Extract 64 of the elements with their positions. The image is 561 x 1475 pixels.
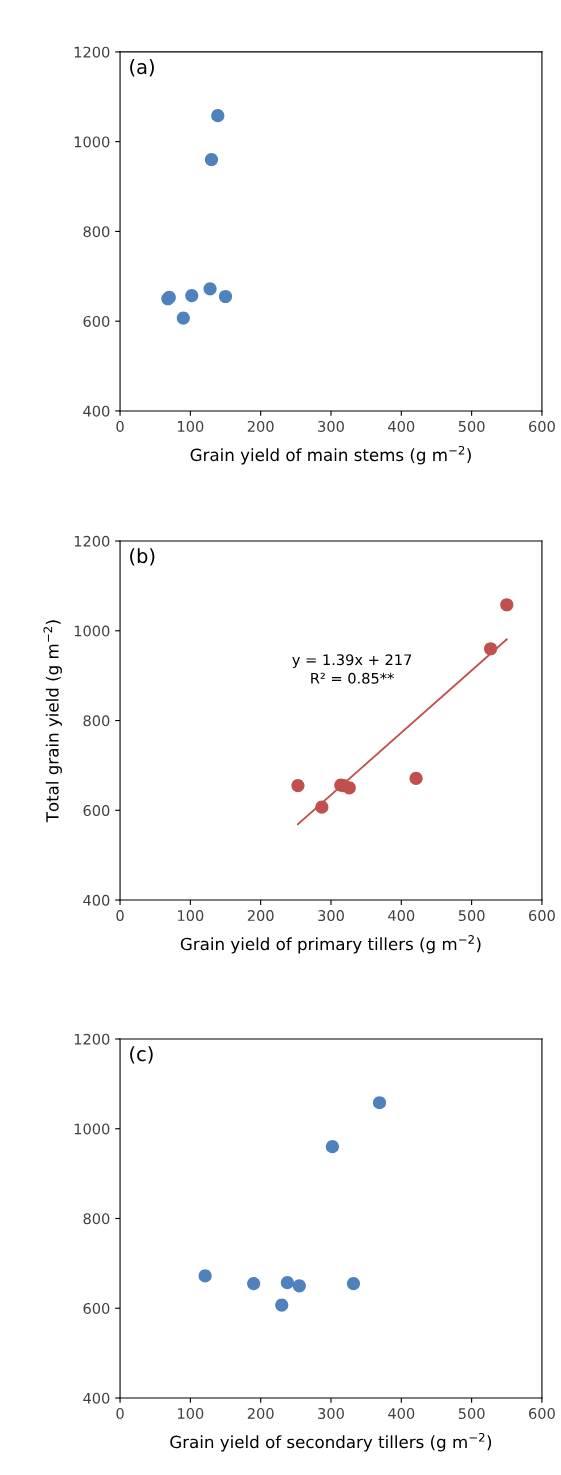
x-tick-label: 400 [388,910,415,922]
x-tick-label: 300 [318,1407,344,1420]
x-tick-label: 0 [116,910,124,922]
x-axis-title: Grain yield of main stems (g m$^{−2}$) [190,445,471,465]
y-tick-label: 600 [83,805,110,817]
x-tick-label: 200 [247,420,274,432]
point [247,1276,261,1291]
point [372,1096,387,1110]
annotation: (c) [130,1046,153,1064]
point [204,153,219,167]
x-tick-label: 600 [529,910,555,922]
x-axis-title: Grain yield of secondary tillers (g m$^{−2}$) [170,1432,492,1452]
x-tick-label: 0 [116,420,124,432]
x-tick-label: 400 [388,1407,415,1420]
x-tick-label: 300 [318,420,344,432]
x-tick-label: 100 [178,910,204,922]
y-tick-label: 800 [83,1213,110,1225]
point [280,1276,294,1290]
point [346,1276,361,1291]
point [176,311,190,325]
x-tick-label: 600 [529,420,555,432]
point [315,800,329,814]
x-tick-label: 400 [388,420,415,432]
point [342,781,356,795]
y-tick-label: 800 [83,226,110,238]
point [500,598,514,612]
point [291,779,305,793]
x-tick-label: 100 [178,1407,204,1420]
x-tick-label: 200 [247,910,274,922]
x-tick-label: 600 [529,1407,555,1420]
y-tick-label: 600 [83,315,110,327]
y-tick-label: 1200 [74,535,110,547]
x-tick-label: 200 [247,1407,274,1420]
point [203,282,217,296]
point [409,771,423,786]
point [218,289,233,304]
point [292,1279,306,1293]
annotation: (b) [130,548,155,566]
x-axis-title: Grain yield of primary tillers (g m$^{−2}$) [180,934,481,954]
y-tick-label: 600 [83,1302,110,1314]
x-tick-label: 0 [116,1407,124,1420]
point [325,1140,339,1154]
y-tick-label: 1000 [74,625,110,637]
y-tick-label: 1200 [74,46,110,58]
annotation: (a) [130,59,154,77]
y-tick-label: 1200 [74,1033,110,1045]
point [275,1298,289,1312]
point [185,289,199,303]
x-tick-label: 500 [458,1407,485,1420]
y-tick-label: 1000 [74,136,110,148]
point [198,1269,212,1283]
y-tick-label: 400 [83,405,110,417]
annotation: y = 1.39x + 217 R² = 0.85** [292,654,412,684]
x-tick-label: 300 [318,910,344,922]
y-tick-label: 1000 [74,1123,110,1135]
y-tick-label: 800 [83,715,110,727]
point [211,109,225,123]
x-tick-label: 100 [178,420,204,432]
point [484,642,498,656]
x-tick-label: 500 [458,420,485,432]
x-tick-label: 500 [458,910,485,922]
y-axis-title: Total grain yield (g m$^{−2}$) [43,620,62,823]
y-tick-label: 400 [83,1392,110,1404]
y-tick-label: 400 [83,894,110,906]
